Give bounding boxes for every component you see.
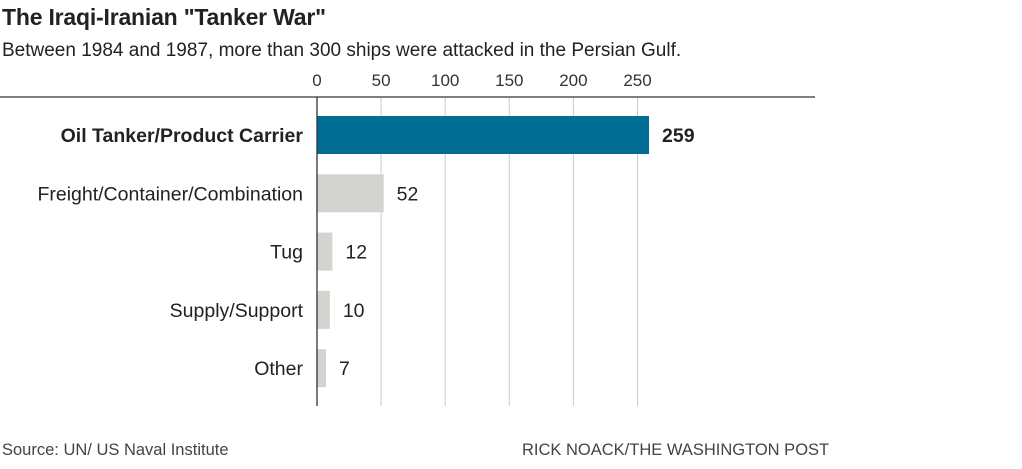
chart-title: The Iraqi-Iranian "Tanker War" [2,4,326,30]
category-label: Other [254,358,303,380]
x-tick-label: 0 [312,71,321,90]
data-label: 10 [343,300,365,322]
x-tick-label: 100 [431,71,459,90]
bar [317,174,384,213]
chart-subtitle: Between 1984 and 1987, more than 300 shi… [2,40,682,61]
data-label: 52 [397,183,419,205]
category-label: Supply/Support [170,300,304,322]
category-label: Freight/Container/Combination [37,183,303,205]
bar [317,290,330,329]
x-tick-label: 50 [372,71,391,90]
bar [317,232,333,271]
source-note: Source: UN/ US Naval Institute [2,441,229,459]
data-label: 7 [339,358,350,380]
bar [317,349,326,388]
bar [317,116,650,154]
data-label: 12 [345,242,367,264]
x-tick-label: 150 [495,71,523,90]
credit-line: RICK NOACK/THE WASHINGTON POST [522,441,830,459]
x-tick-label: 250 [623,71,651,90]
category-label: Tug [270,242,303,264]
category-label: Oil Tanker/Product Carrier [61,125,304,147]
x-tick-label: 200 [559,71,587,90]
data-label: 259 [662,125,695,147]
